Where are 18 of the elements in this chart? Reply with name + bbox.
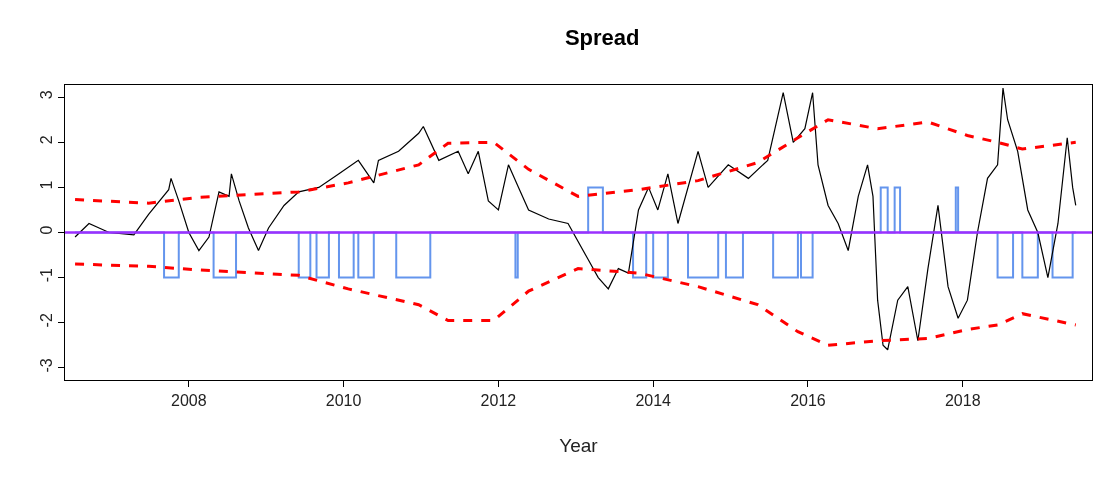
y-tick-label: 0	[37, 225, 55, 235]
x-tick-label: 2016	[790, 392, 826, 410]
x-tick-label: 2008	[171, 392, 207, 410]
line-series	[74, 87, 1077, 351]
y-tick-label: 1	[37, 180, 55, 190]
y-tick-label: -2	[37, 313, 55, 328]
x-tick-label: 2010	[325, 392, 362, 410]
y-tick-label: -1	[37, 268, 55, 283]
x-tick-label: 2014	[635, 392, 672, 410]
line-series	[73, 262, 1078, 347]
y-tick-label: 3	[37, 90, 55, 100]
x-tick-label: 2012	[480, 392, 517, 410]
y-tick-label: -3	[37, 358, 55, 373]
x-tick-label: 2018	[944, 392, 981, 410]
chart-title: Spread	[564, 24, 640, 50]
line-series	[73, 118, 1078, 205]
y-tick-label: 2	[37, 135, 55, 145]
x-axis-title: Year	[559, 435, 599, 456]
